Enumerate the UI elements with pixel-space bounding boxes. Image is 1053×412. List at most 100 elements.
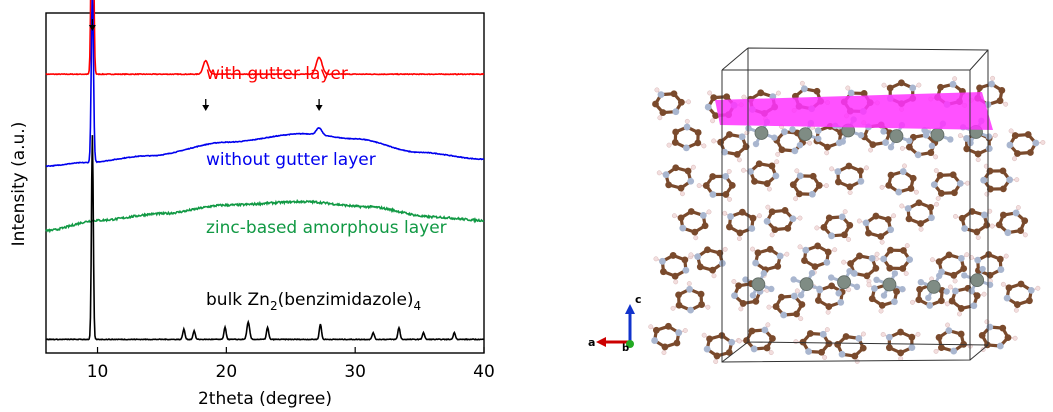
carbon-atom (814, 242, 822, 250)
zinc-atom (970, 273, 985, 287)
zinc-atom (882, 277, 897, 292)
carbon-atom (905, 215, 913, 223)
hydrogen-atom (701, 332, 707, 338)
hydrogen-atom (989, 223, 995, 229)
nitrogen-atom (985, 133, 993, 140)
carbon-atom (886, 264, 894, 272)
carbon-atom (749, 214, 757, 222)
zinc-atom (799, 277, 814, 292)
carbon-atom (701, 222, 709, 230)
carbon-atom (795, 190, 803, 198)
hydrogen-atom (829, 166, 835, 172)
nitrogen-atom (694, 253, 702, 261)
zinc-atom (754, 126, 769, 140)
hydrogen-atom (797, 215, 803, 221)
carbon-atom (842, 333, 850, 340)
nitrogen-atom (722, 173, 730, 180)
carbon-atom (886, 84, 894, 92)
nitrogen-atom (997, 266, 1005, 273)
carbon-atom (938, 344, 945, 352)
carbon-atom (915, 199, 923, 207)
hydrogen-atom (899, 203, 905, 209)
carbon-atom (885, 344, 893, 352)
hydrogen-atom (741, 167, 746, 173)
carbon-atom (868, 295, 876, 303)
peak-arrowhead (88, 25, 96, 31)
x-tick-label: 20 (216, 362, 238, 382)
hydrogen-atom (990, 75, 996, 81)
hydrogen-atom (874, 251, 880, 257)
carbon-atom (806, 330, 814, 337)
carbon-atom (751, 177, 758, 185)
hydrogen-atom (864, 165, 869, 171)
nitrogen-atom (838, 213, 846, 221)
zinc-atom (930, 127, 945, 142)
carbon-atom (859, 344, 867, 352)
x-tick-label: 40 (473, 362, 495, 382)
nitrogen-atom (970, 302, 978, 310)
hydrogen-atom (784, 251, 790, 257)
nitrogen-atom (857, 177, 865, 185)
nitrogen-atom (880, 128, 887, 135)
hydrogen-atom (935, 195, 941, 201)
hydrogen-atom (774, 159, 780, 165)
carbon-atom (681, 256, 689, 264)
plot-area (45, 12, 485, 354)
carbon-atom (652, 326, 660, 334)
carbon-atom (905, 143, 913, 151)
nitrogen-atom (1012, 209, 1020, 217)
bulk-label-main: bulk Zn (206, 290, 270, 310)
carbon-atom (1013, 301, 1021, 308)
carbon-atom (778, 293, 785, 301)
carbon-atom (768, 162, 776, 170)
hydrogen-atom (679, 191, 685, 197)
nitrogen-atom (1003, 294, 1011, 302)
carbon-atom (999, 324, 1007, 332)
hydrogen-atom (913, 189, 919, 195)
carbon-atom (748, 327, 756, 335)
carbon-atom (709, 266, 716, 274)
hydrogen-atom (738, 306, 744, 312)
unit-cell-edge (969, 344, 989, 361)
hydrogen-atom (766, 304, 772, 310)
carbon-atom (793, 310, 800, 318)
carbon-atom (811, 263, 819, 271)
hydrogen-atom (706, 209, 712, 215)
nitrogen-atom (868, 254, 876, 262)
hydrogen-atom (918, 226, 924, 232)
carbon-atom (725, 349, 733, 356)
nitrogen-atom (709, 191, 717, 198)
nitrogen-atom (819, 330, 827, 338)
hydrogen-atom (964, 252, 970, 258)
nitrogen-atom (891, 298, 898, 306)
carbon-atom (860, 90, 868, 97)
carbon-atom (825, 214, 833, 222)
nitrogen-atom (704, 103, 712, 111)
hydrogen-atom (657, 115, 663, 121)
nitrogen-atom (802, 246, 810, 254)
nitrogen-atom (947, 136, 954, 143)
nitrogen-atom (882, 139, 890, 146)
carbon-atom (863, 272, 871, 280)
hydrogen-atom (957, 311, 962, 317)
nitrogen-atom (871, 285, 878, 292)
carbon-atom (824, 143, 831, 151)
nitrogen-atom (752, 140, 760, 148)
zinc-atom (751, 277, 766, 292)
hydrogen-atom (822, 354, 828, 360)
carbon-atom (820, 223, 828, 231)
carbon-atom (927, 203, 935, 211)
carbon-atom (893, 288, 901, 295)
carbon-atom (723, 93, 731, 101)
nitrogen-atom (914, 151, 922, 159)
hydrogen-atom (945, 322, 951, 328)
carbon-atom (841, 231, 848, 239)
hydrogen-atom (952, 278, 958, 284)
nitrogen-atom (917, 278, 925, 286)
carbon-atom (927, 149, 935, 157)
carbon-atom (950, 189, 958, 197)
carbon-atom (937, 83, 944, 91)
unit-cell-edge (721, 341, 749, 363)
hydrogen-atom (964, 180, 970, 186)
hydrogen-atom (684, 118, 690, 124)
